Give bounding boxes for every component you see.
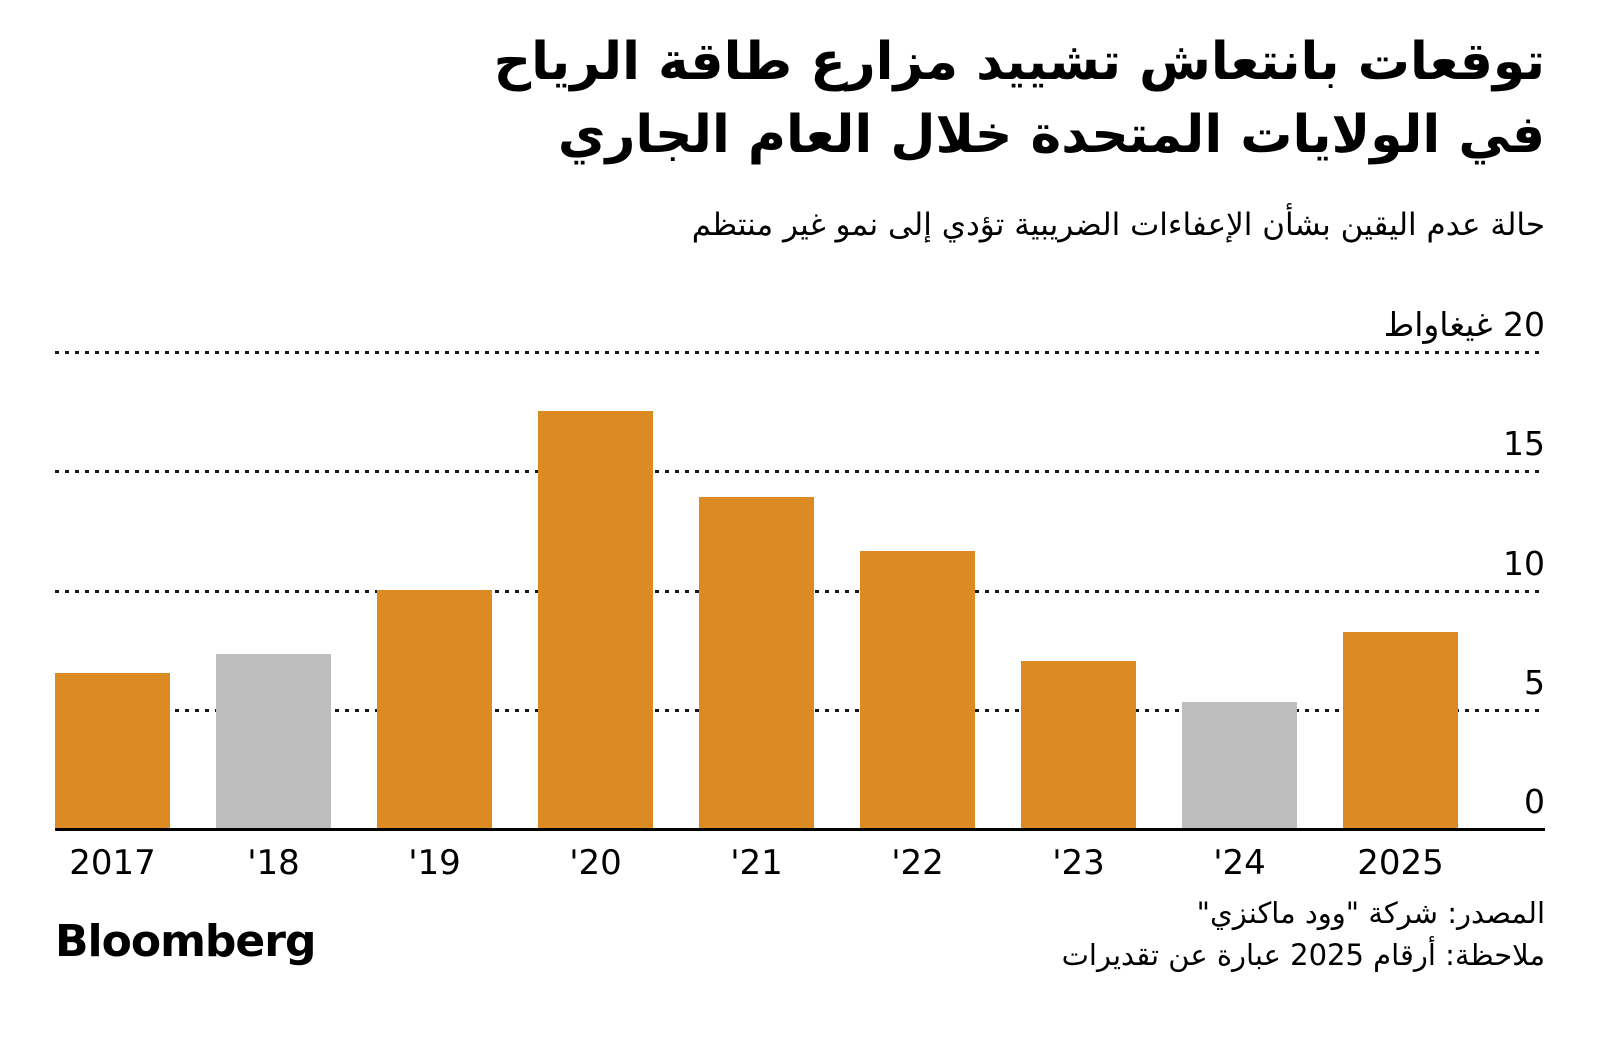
gridline-20 [55,351,1545,354]
x-axis-labels: 2017 '18 '19 '20 '21 '22 '23 '24 2025 [55,843,1545,893]
x-axis-label-24: '24 [1213,843,1266,883]
chart-title: توقعات بانتعاش تشييد مزارع طاقة الرياح في… [55,26,1546,172]
y-tick-label-0: 0 [1524,782,1545,821]
x-axis-label-21: '21 [730,843,783,883]
source-line: المصدر: شركة "وود ماكنزي" [1196,896,1545,930]
source-note-block: المصدر: شركة "وود ماكنزي" ملاحظة: أرقام … [400,892,1545,976]
chart-title-line1: توقعات بانتعاش تشييد مزارع طاقة الرياح [493,32,1546,92]
bar-2017 [55,672,170,828]
y-axis-unit-label: 20 غيغاواط [1383,305,1545,344]
chart-title-line2: في الولايات المتحدة خلال العام الجاري [557,104,1546,165]
x-axis-label-20: '20 [569,843,622,883]
gridline-15 [55,470,1545,474]
bar-2025 [1343,632,1458,828]
bar-chart-plot-area: 0 5 10 15 20 غيغاواط [55,308,1545,831]
bar-21 [699,496,814,828]
x-axis-label-19: '19 [408,843,461,883]
y-tick-label-5: 5 [1524,662,1545,702]
x-axis-label-2017: 2017 [69,843,156,883]
bar-23 [1021,661,1136,828]
chart-subtitle: حالة عدم اليقين بشأن الإعفاءات الضريبية … [691,207,1545,243]
y-tick-label-15: 15 [1503,424,1545,464]
bar-19 [377,589,492,828]
x-axis-label-18: '18 [247,843,300,883]
x-axis-label-22: '22 [891,843,944,883]
bar-22 [860,551,975,828]
note-line: ملاحظة: أرقام 2025 عبارة عن تقديرات [1061,938,1545,973]
bloomberg-logo: Bloomberg [55,916,316,967]
x-axis-label-2025: 2025 [1357,843,1444,883]
bar-18 [216,653,331,828]
bar-24 [1182,701,1297,828]
y-tick-label-10: 10 [1503,543,1545,583]
bar-20 [538,410,653,828]
x-axis-label-23: '23 [1052,843,1105,883]
x-axis-line [55,828,1545,831]
